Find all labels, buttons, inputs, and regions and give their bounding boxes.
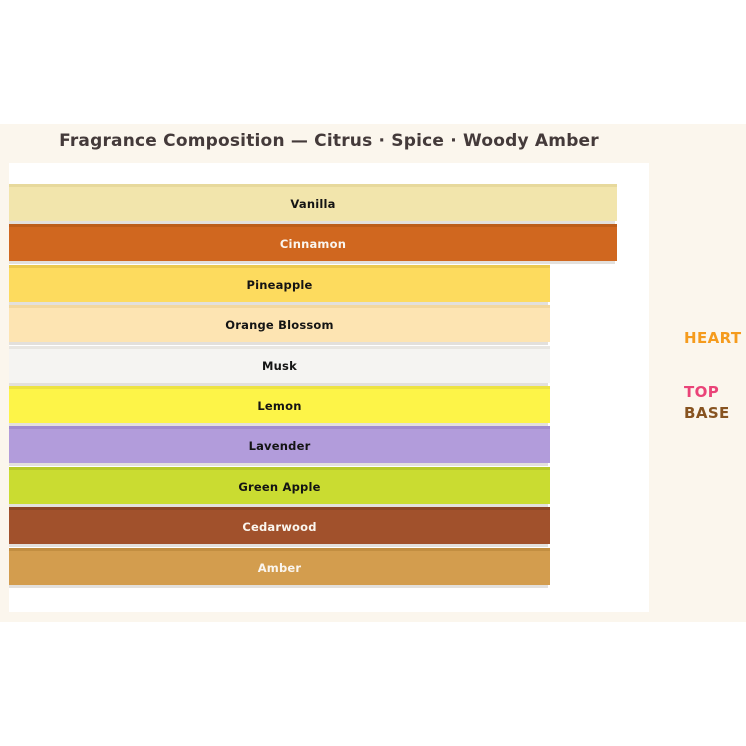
note-bar: Cedarwood	[9, 507, 550, 545]
note-bar: Amber	[9, 547, 550, 585]
chart-background-band: Fragrance Composition — Citrus · Spice ·…	[0, 124, 746, 622]
note-bar-label: Musk	[262, 358, 297, 373]
note-bar: Lemon	[9, 385, 550, 423]
legend-heart-label: HEART	[684, 329, 742, 347]
note-bar-label: Cedarwood	[242, 520, 317, 535]
note-bar: Cinnamon	[9, 224, 617, 262]
note-bar-label: Vanilla	[290, 197, 336, 211]
legend-base-label: BASE	[684, 404, 730, 422]
note-bar: Green Apple	[9, 466, 550, 504]
chart-title: Fragrance Composition — Citrus · Spice ·…	[59, 131, 599, 151]
note-bar: Pineapple	[9, 264, 550, 302]
note-bar-label: Pineapple	[246, 277, 313, 292]
note-bar-label: Lavender	[248, 439, 311, 454]
note-bar: Orange Blossom	[9, 305, 550, 343]
note-bar-label: Amber	[257, 560, 302, 575]
note-bar-label: Cinnamon	[279, 237, 347, 252]
legend-top-label: TOP	[684, 383, 720, 401]
note-bar-label: Green Apple	[238, 479, 321, 494]
note-bar: Vanilla	[9, 184, 617, 221]
chart-card: Vanilla Cinnamon Pineapple Orange Blossom Mu…	[9, 163, 649, 612]
note-bar: Lavender	[9, 426, 550, 464]
note-bar-label: Orange Blossom	[225, 318, 334, 333]
note-bar: Musk	[9, 345, 550, 383]
note-bar-label: Lemon	[257, 398, 302, 413]
bars-container: Vanilla Cinnamon Pineapple Orange Blossom Mu…	[9, 163, 649, 585]
